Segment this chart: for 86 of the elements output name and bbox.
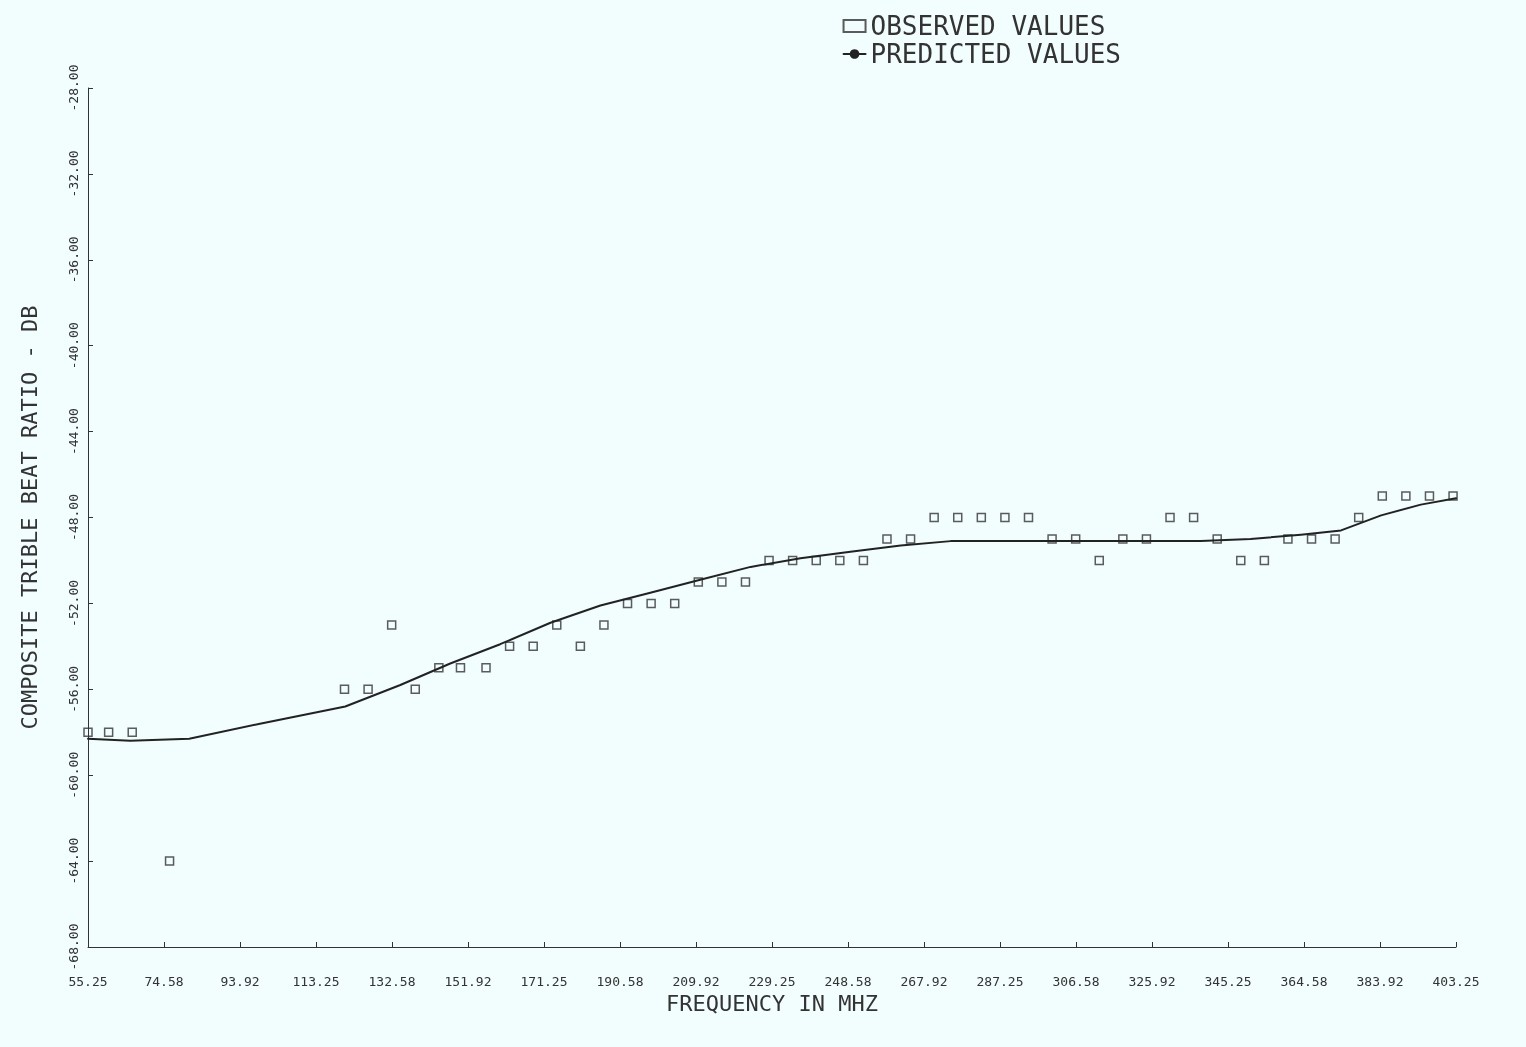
- x-axis-title: FREQUENCY IN MHZ: [666, 991, 878, 1017]
- y-tick-label: -52.00: [66, 579, 81, 627]
- point: [929, 512, 939, 523]
- point: [1070, 534, 1081, 544]
- x-tick-label: 325.92: [1128, 974, 1176, 989]
- x-tick-label: 74.58: [144, 974, 184, 989]
- point: [669, 598, 680, 609]
- point: [1259, 555, 1270, 566]
- x-tick-label: 55.25: [68, 974, 108, 989]
- point: [164, 856, 175, 866]
- legend-label: OBSERVED VALUES: [870, 11, 1106, 41]
- y-tick-label: -40.00: [66, 322, 81, 370]
- y-tick-label: -48.00: [66, 494, 81, 541]
- y-tick-label: -56.00: [66, 665, 81, 713]
- point: [1377, 491, 1388, 501]
- point: [504, 641, 515, 652]
- x-tick-label: 93.92: [220, 974, 260, 989]
- x-tick-label: 190.58: [596, 974, 644, 989]
- x-tick-label: 287.25: [976, 974, 1024, 989]
- point: [386, 620, 397, 630]
- point: [481, 663, 491, 673]
- point: [1023, 512, 1034, 523]
- x-tick-label: 151.92: [444, 974, 492, 989]
- point: [717, 577, 727, 587]
- point: [1236, 555, 1246, 566]
- point: [410, 684, 421, 695]
- point: [575, 641, 586, 652]
- y-axis-title: COMPOSITE TRIBLE BEAT RATIO - DB: [16, 305, 42, 730]
- point: [905, 534, 916, 544]
- x-tick-label: 383.92: [1356, 974, 1404, 989]
- point: [1330, 534, 1340, 544]
- point: [1401, 491, 1411, 501]
- x-tick-label: 364.58: [1280, 974, 1328, 989]
- point: [1283, 534, 1293, 544]
- point: [1424, 491, 1435, 501]
- point: [127, 727, 137, 737]
- point: [455, 663, 466, 673]
- x-tick-label: 113.25: [292, 974, 340, 989]
- point: [103, 727, 114, 737]
- point: [787, 555, 798, 566]
- point: [1353, 512, 1364, 523]
- point: [599, 620, 609, 630]
- y-tick-label: -60.00: [66, 751, 81, 799]
- x-tick-label: 267.92: [900, 974, 948, 989]
- point: [1165, 512, 1175, 523]
- y-tick-label: -32.00: [66, 150, 81, 198]
- x-tick-label: 306.58: [1052, 974, 1100, 989]
- point: [434, 663, 444, 673]
- point: [1000, 512, 1010, 523]
- point: [1448, 491, 1458, 501]
- point: [976, 512, 987, 523]
- point: [339, 684, 350, 695]
- point: [764, 555, 774, 566]
- point: [363, 684, 373, 695]
- x-tick-label: 209.92: [672, 974, 720, 989]
- point: [952, 512, 963, 523]
- point: [622, 598, 633, 609]
- point: [1306, 534, 1317, 544]
- point: [1188, 512, 1199, 523]
- point: [858, 555, 869, 566]
- y-tick-label: -64.00: [66, 837, 81, 885]
- point: [646, 598, 656, 609]
- point: [693, 577, 704, 587]
- point: [1118, 534, 1128, 544]
- point: [528, 641, 538, 652]
- x-tick-label: 229.25: [748, 974, 796, 989]
- point: [740, 577, 751, 587]
- y-tick-label: -68.00: [66, 923, 81, 971]
- x-tick-label: 345.25: [1204, 974, 1252, 989]
- x-tick-label: 248.58: [824, 974, 872, 989]
- y-tick-label: -44.00: [66, 408, 81, 456]
- point: [1047, 534, 1057, 544]
- x-tick-label: 403.25: [1432, 974, 1480, 989]
- point: [1094, 555, 1105, 566]
- y-tick-label: -28.00: [66, 64, 81, 112]
- point: [882, 534, 892, 544]
- point: [1212, 534, 1222, 544]
- point: [1141, 534, 1152, 544]
- point: [83, 727, 93, 737]
- point: [835, 555, 845, 566]
- point: [552, 620, 562, 630]
- x-tick-label: 132.58: [368, 974, 416, 989]
- x-tick-label: 171.25: [520, 974, 568, 989]
- y-tick-label: -36.00: [66, 236, 81, 284]
- legend-label: PREDICTED VALUES: [870, 39, 1121, 69]
- point: [811, 555, 821, 566]
